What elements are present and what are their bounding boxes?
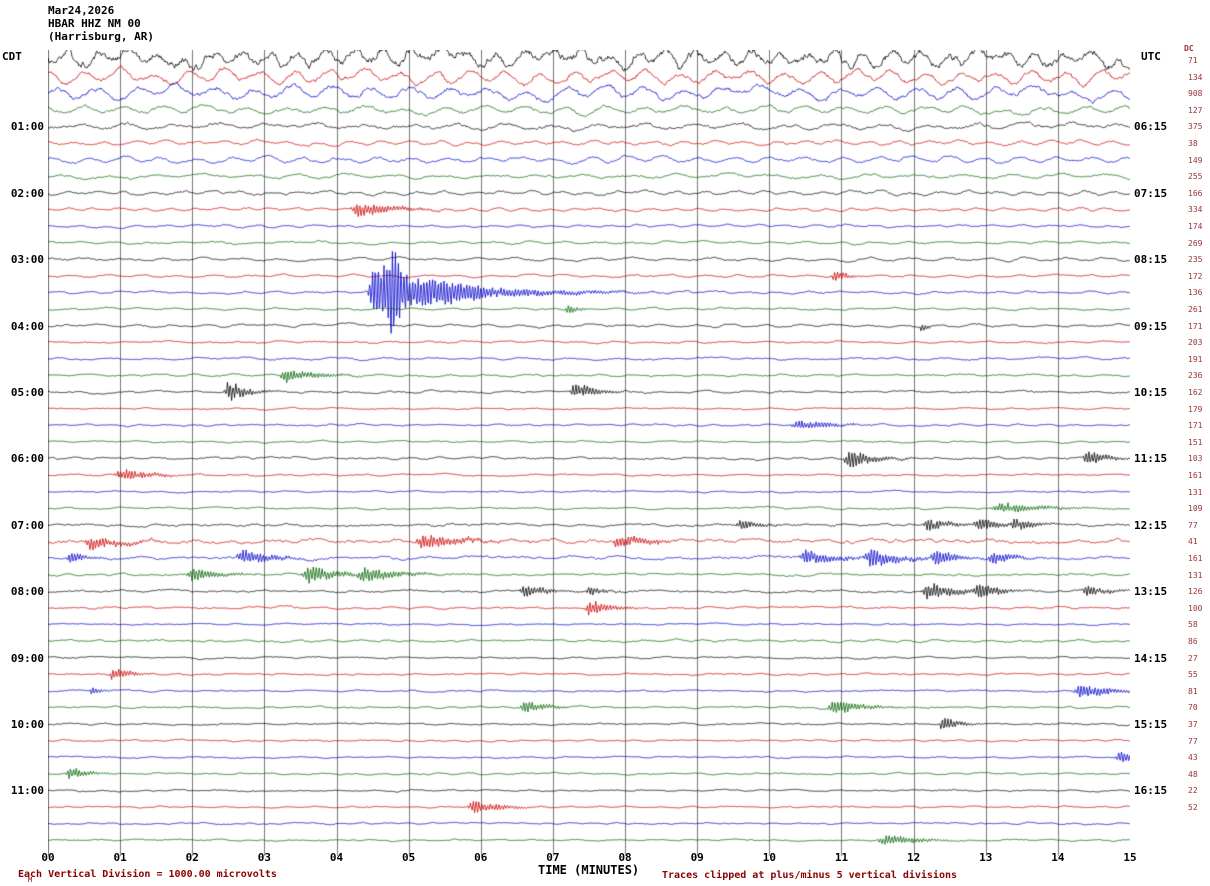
right-time-label: 06:15 — [1134, 120, 1168, 134]
dc-value: 172 — [1188, 271, 1203, 281]
left-time-label: 05:00 — [10, 386, 44, 399]
dc-value: 261 — [1188, 305, 1203, 314]
title-station: HBAR HHZ NM 00 — [48, 17, 141, 30]
x-axis-title: TIME (MINUTES) — [538, 863, 640, 877]
dc-value: 37 — [1188, 720, 1198, 729]
x-axis-tick-label: 11 — [834, 851, 849, 864]
left-time-label: 06:00 — [10, 452, 44, 466]
seismogram-canvas — [48, 50, 1130, 862]
left-time-label: 08:00 — [10, 585, 44, 599]
dc-value: 179 — [1188, 404, 1203, 414]
dc-value: 174 — [1188, 222, 1203, 231]
x-axis-tick-label: 07 — [546, 851, 560, 864]
x-axis-tick-label: 14 — [1051, 851, 1065, 864]
dc-value: 126 — [1188, 587, 1203, 597]
dc-value: 375 — [1188, 122, 1203, 132]
dc-value: 52 — [1188, 803, 1198, 812]
right-time-label: 15:15 — [1134, 718, 1168, 731]
x-axis-tick-label: 13 — [979, 851, 993, 864]
dc-value: 171 — [1188, 421, 1203, 431]
left-time-label: 02:00 — [10, 186, 44, 200]
right-time-label: 09:15 — [1134, 319, 1168, 333]
dc-value: 48 — [1188, 769, 1198, 779]
x-axis-tick-label: 08 — [618, 851, 632, 864]
dc-value: 162 — [1188, 388, 1203, 397]
dc-value: 70 — [1188, 703, 1198, 713]
dc-value: 86 — [1188, 637, 1198, 646]
dc-value: 58 — [1188, 620, 1198, 630]
plot-title: Mar24,2026 HBAR HHZ NM 00 (Harrisburg, A… — [48, 4, 154, 43]
left-time-label: 07:00 — [10, 518, 44, 532]
dc-value: 136 — [1188, 288, 1203, 298]
right-time-label: 14:15 — [1134, 651, 1168, 665]
right-time-label: 12:15 — [1134, 518, 1168, 532]
dc-column-header: DC — [1184, 44, 1194, 53]
dc-value: 171 — [1188, 321, 1203, 331]
dc-value: 22 — [1188, 786, 1198, 796]
dc-value: 103 — [1188, 454, 1203, 464]
dc-value: 27 — [1188, 653, 1198, 663]
dc-value: 908 — [1188, 89, 1203, 99]
title-date: Mar24,2026 — [48, 4, 115, 17]
left-timezone-label: CDT — [2, 50, 22, 63]
x-axis-tick-label: 12 — [906, 851, 921, 864]
title-location: (Harrisburg, AR) — [48, 30, 154, 43]
left-time-label: 10:00 — [10, 718, 44, 731]
x-axis-tick-label: 01 — [113, 851, 127, 864]
dc-value: 71 — [1188, 56, 1198, 65]
left-time-label: 09:00 — [10, 651, 44, 665]
dc-value: 77 — [1188, 520, 1198, 530]
dc-value: 77 — [1188, 736, 1198, 746]
dc-value: 100 — [1188, 603, 1203, 613]
dc-value: 131 — [1188, 570, 1203, 580]
x-axis-tick-label: 00 — [41, 851, 55, 864]
dc-value: 235 — [1188, 255, 1203, 265]
x-axis-tick-label: 05 — [402, 851, 416, 864]
dc-value: 131 — [1188, 487, 1203, 497]
x-axis-tick-label: 15 — [1123, 851, 1137, 864]
x-axis-tick-label: 03 — [257, 851, 272, 864]
dc-value: 161 — [1188, 554, 1203, 563]
right-time-label: 10:15 — [1134, 386, 1168, 399]
dc-value: 269 — [1188, 238, 1203, 248]
dc-value: 41 — [1188, 537, 1198, 547]
right-time-label: 07:15 — [1134, 186, 1168, 200]
corner-mark: M — [28, 876, 33, 884]
dc-value: 43 — [1188, 753, 1198, 763]
left-time-label: 01:00 — [10, 120, 44, 134]
dc-value: 127 — [1188, 105, 1203, 115]
left-time-label: 03:00 — [10, 253, 44, 267]
dc-value: 255 — [1188, 172, 1203, 182]
dc-value: 109 — [1188, 504, 1203, 514]
x-axis-tick-label: 04 — [329, 851, 344, 864]
dc-value: 149 — [1188, 155, 1203, 165]
x-axis-tick-label: 02 — [185, 851, 199, 864]
footer-scale-note: Each Vertical Division = 1000.00 microvo… — [18, 869, 277, 880]
dc-value: 55 — [1188, 670, 1198, 680]
dc-value: 38 — [1188, 139, 1198, 148]
right-time-label: 16:15 — [1134, 784, 1168, 798]
dc-value: 161 — [1188, 471, 1203, 480]
x-axis-tick-label: 10 — [762, 851, 776, 864]
dc-value: 191 — [1188, 354, 1203, 364]
dc-value: 236 — [1188, 371, 1203, 381]
right-timezone-label: UTC — [1141, 50, 1161, 63]
left-time-label: 04:00 — [10, 319, 44, 333]
dc-value: 81 — [1188, 686, 1198, 696]
dc-value: 203 — [1188, 338, 1203, 348]
right-time-label: 13:15 — [1134, 585, 1168, 599]
dc-value: 334 — [1188, 205, 1203, 215]
left-time-label: 11:00 — [10, 784, 44, 798]
x-axis-tick-label: 06 — [474, 851, 488, 864]
right-time-label: 11:15 — [1134, 452, 1168, 466]
dc-value: 166 — [1188, 188, 1203, 198]
right-time-label: 08:15 — [1134, 253, 1168, 267]
footer-clip-note: Traces clipped at plus/minus 5 vertical … — [662, 870, 958, 881]
x-axis-tick-label: 09 — [690, 851, 704, 864]
dc-value: 134 — [1188, 72, 1203, 82]
dc-value: 151 — [1188, 437, 1203, 447]
